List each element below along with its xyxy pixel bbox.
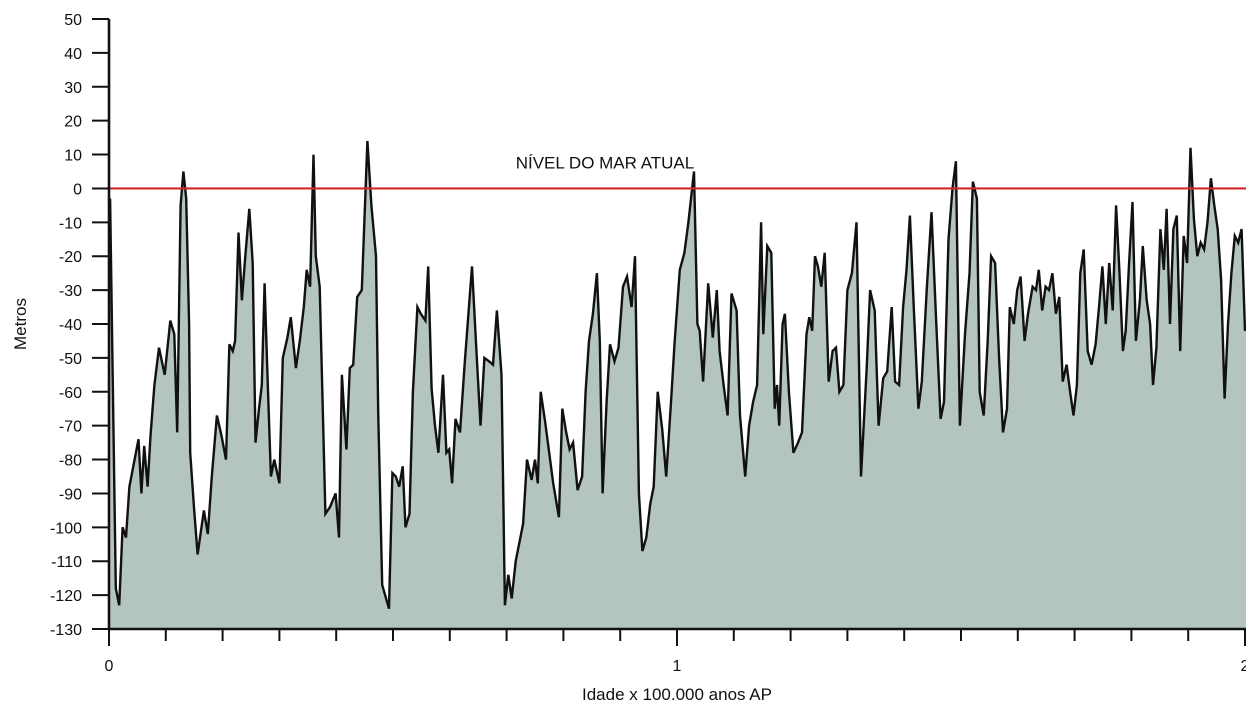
x-tick-label: 2 <box>1241 658 1246 675</box>
y-tick-label: -10 <box>59 215 82 232</box>
y-tick-label: -70 <box>59 419 82 436</box>
y-tick-label: 30 <box>64 80 82 97</box>
y-tick-label: -120 <box>50 588 82 605</box>
x-tick-label: 1 <box>673 658 682 675</box>
axes: 50403020100-10-20-30-40-50-60-70-80-90-1… <box>50 12 1246 675</box>
sea-level-area <box>110 141 1246 629</box>
x-axis-title: Idade x 100.000 anos AP <box>582 685 772 704</box>
present-sea-level-label: NÍVEL DO MAR ATUAL <box>516 153 695 172</box>
y-tick-label: 10 <box>64 148 82 165</box>
sea-level-line <box>109 140 1246 610</box>
y-tick-label: -50 <box>59 351 82 368</box>
y-tick-label: -30 <box>59 283 82 300</box>
x-tick-label: 0 <box>105 658 114 675</box>
y-tick-label: 20 <box>64 114 82 131</box>
y-tick-label: -60 <box>59 385 82 402</box>
y-tick-label: 40 <box>64 46 82 63</box>
y-tick-label: -100 <box>50 520 82 537</box>
y-tick-label: -40 <box>59 317 82 334</box>
y-tick-label: -110 <box>51 554 82 571</box>
y-tick-label: -130 <box>50 622 82 639</box>
y-tick-label: 0 <box>73 181 82 198</box>
y-axis-title: Metros <box>11 298 30 350</box>
y-tick-label: -20 <box>59 249 82 266</box>
plot-area <box>109 140 1246 629</box>
y-tick-label: 50 <box>64 12 82 29</box>
y-tick-label: -90 <box>59 486 82 503</box>
y-tick-label: -80 <box>59 453 82 470</box>
